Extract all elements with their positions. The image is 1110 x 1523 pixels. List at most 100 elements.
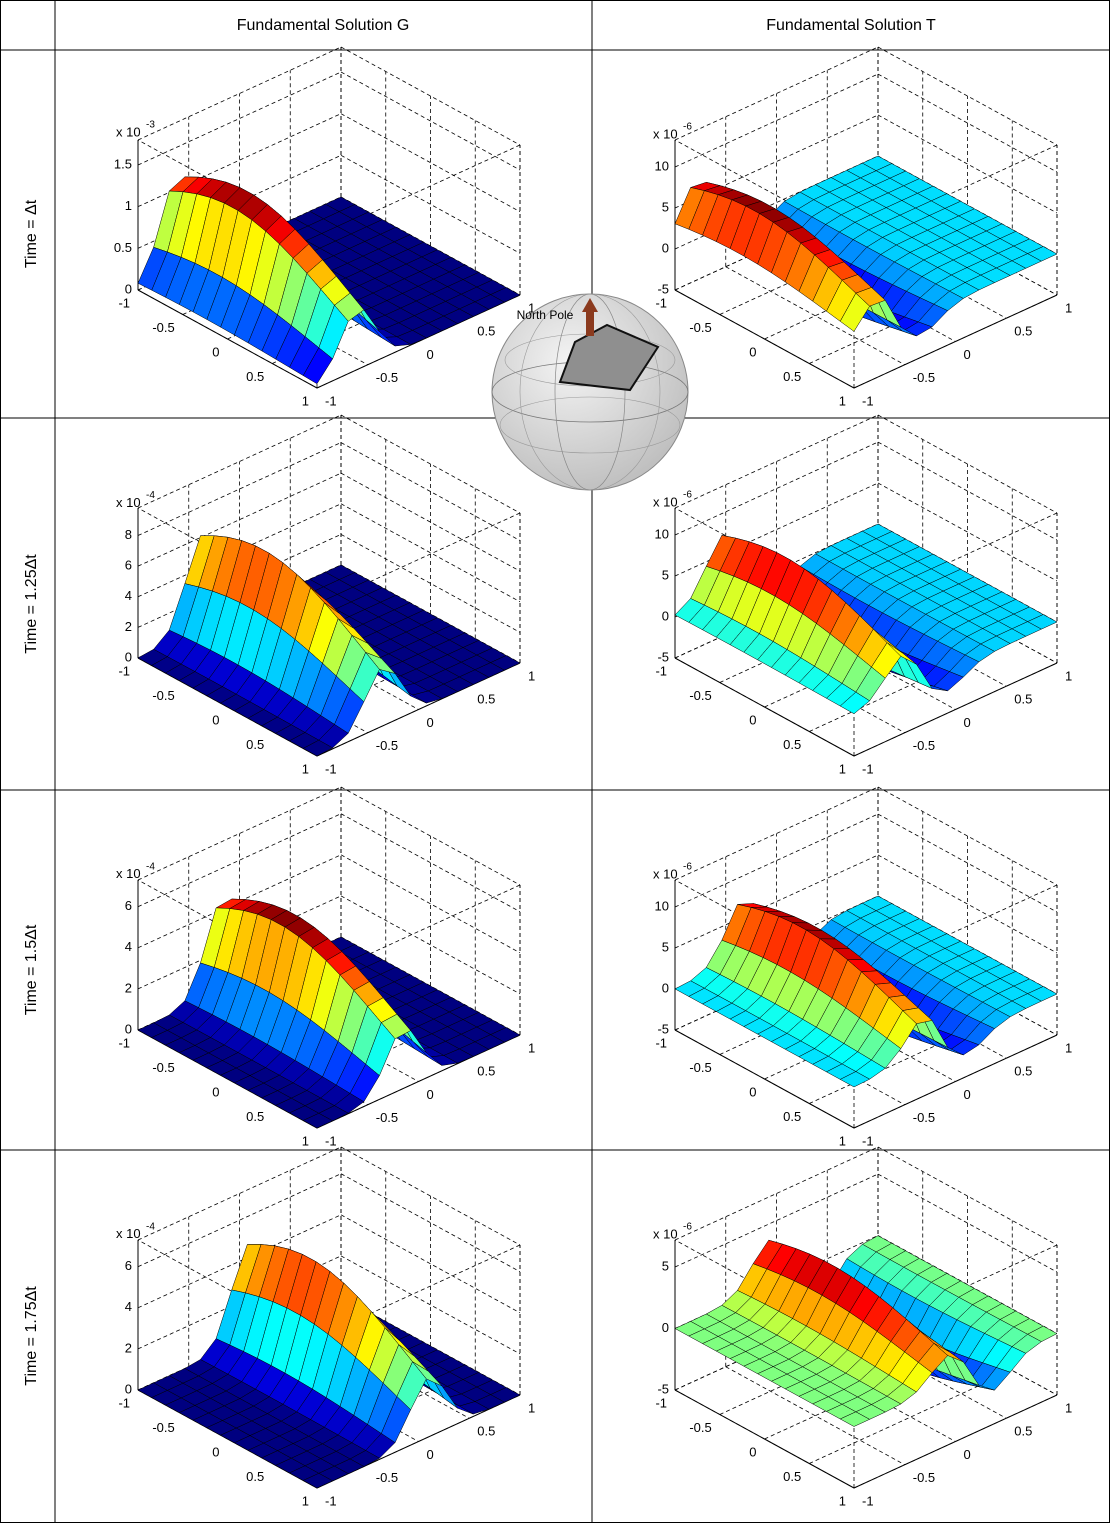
grid-line [725, 1366, 905, 1466]
x-tick-label: -0.5 [689, 1420, 711, 1435]
y-tick-label: 0.5 [1014, 1064, 1032, 1079]
x-tick-label: 1 [302, 393, 309, 408]
y-tick-label: -0.5 [913, 738, 935, 753]
y-tick-label: 0 [964, 715, 971, 730]
grid-line [725, 634, 905, 734]
box-edge [853, 884, 1058, 979]
grid-line [137, 71, 342, 166]
x-tick-label: -0.5 [152, 1420, 174, 1435]
grid-line [809, 270, 1013, 364]
y-axis [853, 1394, 1058, 1489]
z-tick-label: 0 [125, 1381, 132, 1396]
surface [674, 895, 1058, 1088]
z-tick-label: 0 [662, 240, 669, 255]
grid-line [340, 154, 521, 254]
x-tick-label: 0 [749, 344, 756, 359]
grid-line [776, 1343, 956, 1442]
y-tick-label: 1 [1065, 1040, 1072, 1055]
box-edge [853, 1244, 1058, 1339]
scale-base: x 10 [116, 1226, 141, 1241]
x-tick-label: -0.5 [689, 320, 711, 335]
box-edge [316, 884, 521, 979]
x-tick-label: 0.5 [246, 369, 264, 384]
z-tick-label: 6 [125, 898, 132, 913]
x-tick-label: 1 [839, 1133, 846, 1148]
box-edge [674, 46, 879, 141]
surface [137, 535, 521, 757]
grid-line [137, 1173, 342, 1268]
scale-base: x 10 [653, 866, 678, 881]
box-edge [137, 414, 342, 509]
box-edge [853, 512, 1058, 607]
scale-exponent: -6 [683, 122, 692, 133]
x-tick-label: 0.5 [783, 369, 801, 384]
x-tick-label: -1 [655, 1035, 667, 1050]
x-tick-label: 1 [302, 761, 309, 776]
box-edge [674, 139, 855, 239]
y-tick-label: 1 [1065, 300, 1072, 315]
x-tick-label: 0.5 [783, 1109, 801, 1124]
z-tick-label: 0 [125, 1021, 132, 1036]
y-tick-label: -1 [862, 1493, 874, 1508]
scale-exponent: -6 [683, 1222, 692, 1233]
y-tick-label: -1 [862, 393, 874, 408]
y-tick-label: 0 [964, 1087, 971, 1102]
column-header: Fundamental Solution T [766, 17, 936, 34]
pole-arrow [586, 310, 594, 336]
y-tick-label: -0.5 [376, 738, 398, 753]
surface-patch [302, 1473, 334, 1489]
z-tick-label: 0 [125, 281, 132, 296]
grid-line [137, 472, 342, 567]
x-tick-label: -0.5 [152, 688, 174, 703]
grid-line [674, 854, 879, 949]
surface-patch [839, 1411, 871, 1427]
x-axis [674, 289, 855, 389]
y-axis [853, 294, 1058, 389]
surface-patch [839, 1071, 871, 1088]
z-tick-label: 1.5 [114, 156, 132, 171]
y-tick-label: 0.5 [477, 1064, 495, 1079]
z-tick-label: 4 [125, 588, 132, 603]
grid-line [809, 1370, 1013, 1464]
grid-line [877, 441, 1058, 541]
y-tick-label: -1 [325, 393, 337, 408]
grid-line [340, 503, 521, 603]
x-tick-label: 0.5 [246, 1469, 264, 1484]
grid-line [188, 266, 368, 366]
y-tick-label: 1 [528, 300, 535, 315]
grid-line [137, 534, 342, 628]
grid-line [725, 1006, 905, 1106]
grid-line [137, 854, 342, 949]
z-tick-label: 4 [125, 939, 132, 954]
sphere-inset: North Pole [491, 293, 689, 491]
row-label: Time = 1.75Δt [23, 1286, 40, 1386]
surface-plot: -5 0 5 10 -1 -0.5 0 0.5 1 -1 -0.5 0 0.5 1 x 10 -6 [653, 414, 1072, 776]
grid-line [827, 1319, 1007, 1419]
grid-line [719, 589, 923, 683]
grid-line [290, 1319, 470, 1419]
grid-line [877, 73, 1058, 173]
x-tick-label: 0 [212, 712, 219, 727]
grid-line [340, 1173, 521, 1273]
surface-plot: 0 2 4 6 8 -1 -0.5 0 0.5 1 -1 -0.5 0 0.5 1 x 10 -4 [116, 414, 535, 776]
grid-line [340, 854, 521, 954]
surface [137, 1244, 521, 1489]
grid-line [340, 472, 521, 572]
scale-base: x 10 [116, 495, 141, 510]
x-tick-label: -0.5 [689, 1060, 711, 1075]
box-edge [316, 144, 521, 239]
surface-plot: -5 0 5 10 -1 -0.5 0 0.5 1 -1 -0.5 0 0.5 1 x 10 -6 [653, 46, 1072, 408]
z-tick-label: 2 [125, 619, 132, 634]
x-tick-label: -1 [118, 1395, 130, 1410]
x-tick-label: -1 [118, 1035, 130, 1050]
x-tick-label: 0 [749, 1084, 756, 1099]
grid-line [877, 1173, 1058, 1273]
grid-line [137, 813, 342, 908]
x-tick-label: 0.5 [783, 737, 801, 752]
y-tick-label: 0 [427, 1087, 434, 1102]
x-tick-label: 1 [839, 761, 846, 776]
x-tick-label: 0.5 [246, 1109, 264, 1124]
z-tick-label: 6 [125, 1258, 132, 1273]
z-tick-label: 10 [655, 158, 669, 173]
